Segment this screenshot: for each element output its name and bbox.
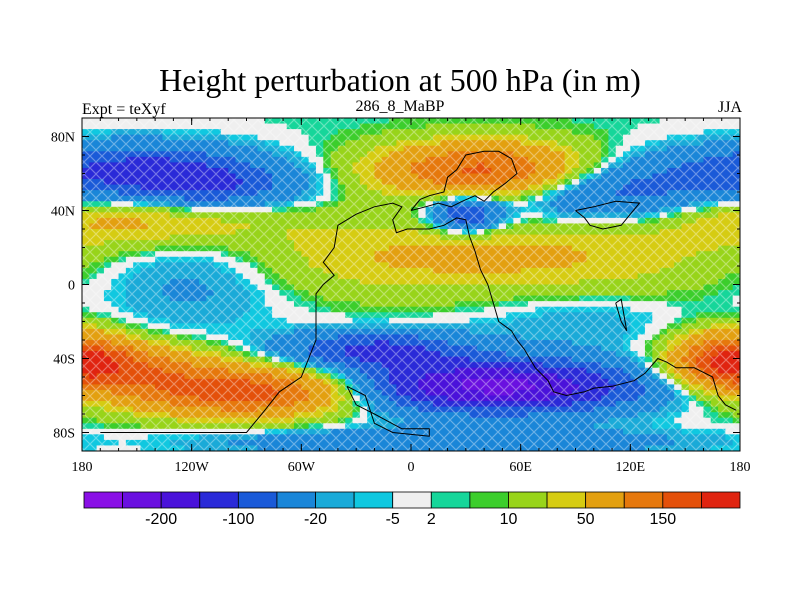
experiment-label: Expt = teXyf (82, 101, 166, 118)
map-title: Height perturbation at 500 hPa (in m) (159, 62, 641, 98)
period-label: 286_8_MaBP (355, 98, 445, 115)
season-label: JJA (717, 99, 742, 116)
